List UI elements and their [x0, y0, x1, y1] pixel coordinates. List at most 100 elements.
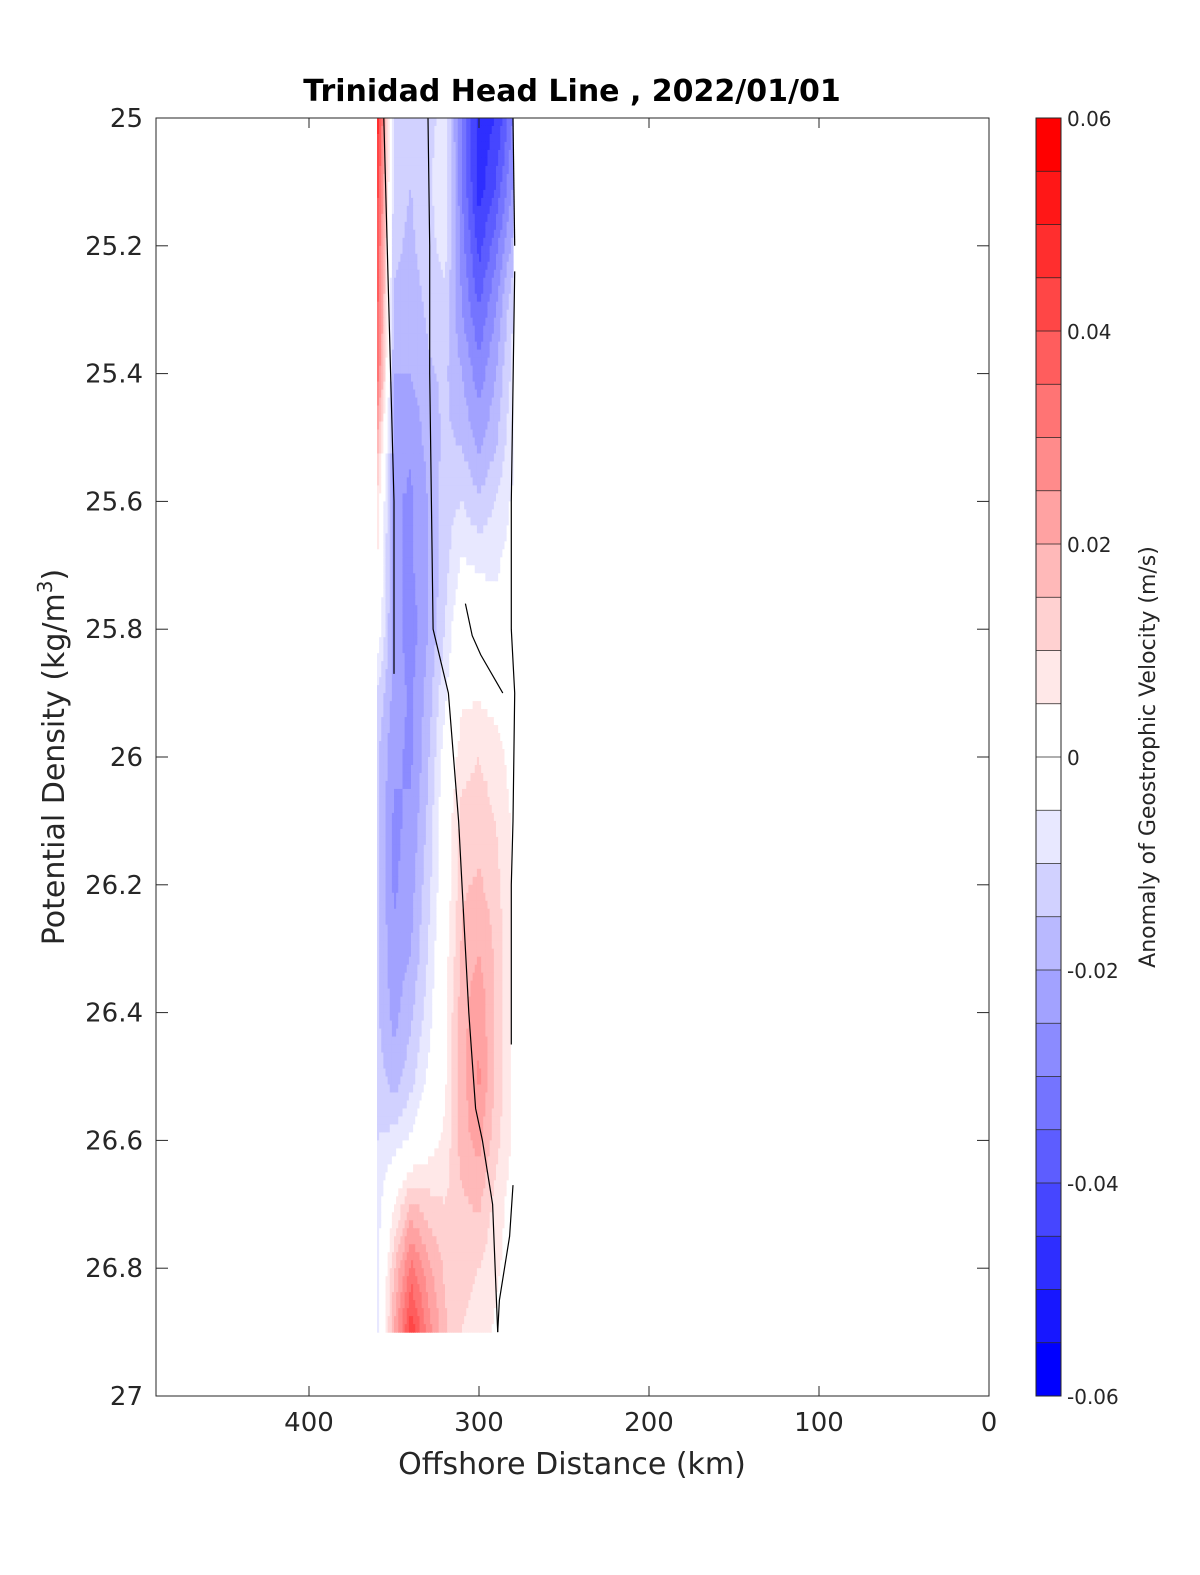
field-cell	[498, 205, 501, 215]
field-cell	[483, 269, 486, 279]
field-cell	[402, 205, 406, 215]
field-cell	[421, 165, 425, 175]
field-cell	[434, 197, 438, 207]
field-cell	[411, 365, 414, 375]
field-cell	[483, 317, 486, 327]
field-cell	[447, 253, 450, 263]
field-cell	[510, 133, 514, 143]
field-cell	[415, 237, 418, 247]
field-cell	[404, 125, 408, 135]
field-cell	[498, 197, 501, 207]
field-cell	[449, 341, 452, 351]
field-cell	[472, 317, 476, 327]
field-cell	[493, 277, 497, 287]
field-cell	[493, 213, 497, 223]
field-cell	[508, 197, 512, 207]
field-cell	[470, 245, 474, 255]
field-cell	[455, 357, 459, 367]
field-cell	[408, 261, 412, 271]
field-cell	[406, 357, 410, 367]
field-cell	[502, 309, 506, 319]
field-cell	[457, 341, 461, 351]
field-cell	[389, 157, 393, 167]
field-cell	[434, 125, 438, 135]
field-cell	[483, 229, 486, 239]
field-cell	[457, 189, 461, 199]
field-cell	[419, 229, 423, 239]
field-cell	[394, 357, 397, 367]
field-cell	[487, 118, 491, 127]
field-cell	[415, 229, 418, 239]
field-cell	[421, 325, 425, 335]
field-cell	[379, 141, 382, 151]
field-cell	[472, 149, 476, 159]
field-cell	[387, 381, 391, 391]
field-cell	[400, 221, 404, 231]
field-cell	[474, 133, 478, 143]
field-cell	[406, 381, 410, 391]
field-cell	[483, 133, 486, 143]
field-cell	[508, 157, 512, 167]
field-cell	[385, 269, 389, 279]
field-cell	[502, 221, 506, 231]
field-cell	[442, 125, 446, 135]
field-cell	[411, 237, 414, 247]
field-cell	[389, 349, 393, 359]
field-cell	[500, 365, 503, 375]
field-cell	[474, 125, 478, 135]
field-cell	[485, 141, 489, 151]
field-cell	[472, 141, 476, 151]
field-cell	[451, 197, 455, 207]
field-cell	[394, 277, 397, 287]
field-cell	[383, 229, 387, 239]
field-cell	[402, 181, 406, 191]
field-cell	[419, 301, 423, 311]
field-cell	[449, 165, 452, 175]
field-cell	[447, 173, 450, 183]
field-cell	[496, 357, 499, 367]
field-cell	[500, 325, 503, 335]
field-cell	[406, 269, 410, 279]
field-cell	[468, 141, 472, 151]
field-cell	[402, 245, 406, 255]
field-cell	[379, 118, 382, 127]
field-cell	[385, 149, 389, 159]
field-cell	[404, 397, 408, 407]
field-cell	[385, 389, 389, 399]
field-cell	[387, 429, 391, 439]
field-cell	[402, 157, 406, 167]
field-cell	[457, 309, 461, 319]
field-cell	[383, 213, 387, 223]
field-cell	[400, 277, 404, 287]
field-cell	[438, 261, 442, 271]
field-cell	[440, 205, 444, 215]
field-cell	[457, 149, 461, 159]
field-cell	[487, 349, 491, 359]
field-cell	[402, 277, 406, 287]
field-cell	[381, 261, 384, 271]
field-cell	[394, 229, 397, 239]
plot-area	[156, 118, 989, 1396]
field-cell	[457, 213, 461, 223]
field-cell	[419, 205, 423, 215]
field-cell	[489, 213, 493, 223]
field-cell	[387, 357, 391, 367]
field-cell	[383, 237, 387, 247]
field-cell	[417, 181, 421, 191]
field-cell	[502, 197, 506, 207]
field-cell	[398, 157, 401, 167]
field-cell	[451, 221, 455, 231]
field-cell	[430, 149, 433, 159]
field-cell	[470, 125, 474, 135]
field-cell	[483, 293, 486, 303]
field-cell	[442, 285, 446, 295]
field-cell	[404, 341, 408, 351]
field-cell	[479, 245, 482, 255]
field-cell	[493, 301, 497, 311]
field-cell	[508, 253, 512, 263]
field-cell	[377, 181, 380, 191]
field-cell	[440, 237, 444, 247]
field-cell	[396, 405, 399, 415]
field-cell	[464, 197, 467, 207]
field-cell	[391, 365, 395, 375]
